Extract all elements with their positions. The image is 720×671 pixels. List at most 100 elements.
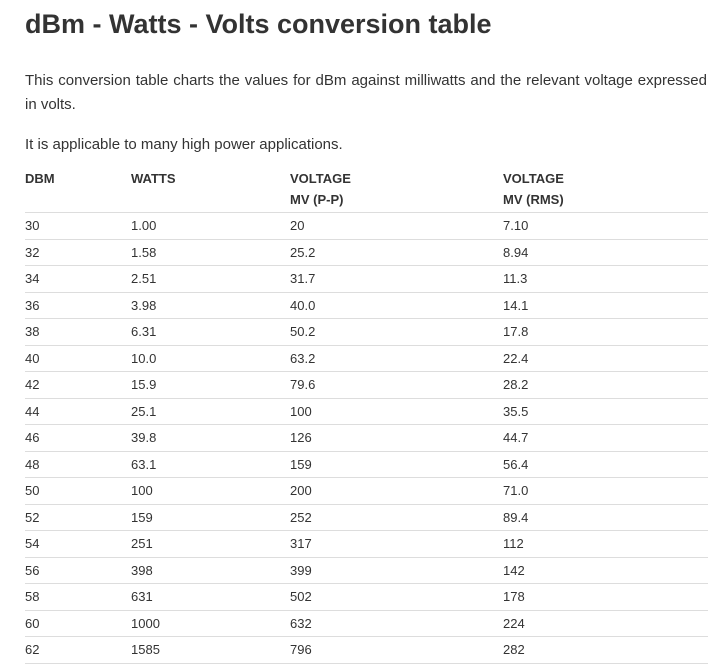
watts-cell: 3.98 <box>131 292 290 319</box>
table-row: 32 1.58 25.2 8.94 <box>25 239 708 266</box>
dbm-cell: 44 <box>25 398 131 425</box>
table-row: 52 159 252 89.4 <box>25 504 708 531</box>
table-row: 60 1000 632 224 <box>25 610 708 637</box>
voltage-rms-cell: 8.94 <box>503 239 708 266</box>
table-row: 58 631 502 178 <box>25 583 708 611</box>
voltage-pp-cell: 50.2 <box>290 318 503 346</box>
voltage-rms-cell: 178 <box>503 583 708 611</box>
voltage-pp-cell: 632 <box>290 610 503 637</box>
voltage-pp-cell: 40.0 <box>290 292 503 319</box>
table-row: 38 6.31 50.2 17.8 <box>25 318 708 346</box>
voltage-rms-cell: 112 <box>503 530 708 558</box>
table-row: 30 1.00 20 7.10 <box>25 212 708 240</box>
dbm-cell: 56 <box>25 557 131 584</box>
watts-cell: 6.31 <box>131 318 290 346</box>
dbm-cell: 52 <box>25 504 131 531</box>
table-row: 62 1585 796 282 <box>25 636 708 664</box>
watts-cell: 63.1 <box>131 451 290 478</box>
voltage-pp-cell: 502 <box>290 583 503 611</box>
watts-cell: 100 <box>131 477 290 505</box>
voltage-pp-cell: 100 <box>290 398 503 425</box>
voltage-pp-cell: 63.2 <box>290 345 503 372</box>
dbm-cell: 32 <box>25 239 131 266</box>
voltage-rms-cell: 142 <box>503 557 708 584</box>
applicability-paragraph: It is applicable to many high power appl… <box>25 136 343 153</box>
header-dbm-line1: DBM <box>25 171 55 186</box>
header-watts: WATTS <box>131 168 290 213</box>
table-row: 40 10.0 63.2 22.4 <box>25 345 708 372</box>
voltage-rms-cell: 7.10 <box>503 212 708 240</box>
table-row: 46 39.8 126 44.7 <box>25 424 708 452</box>
table-row: 36 3.98 40.0 14.1 <box>25 292 708 319</box>
watts-cell: 1.00 <box>131 212 290 240</box>
voltage-pp-cell: 20 <box>290 212 503 240</box>
intro-paragraph: This conversion table charts the values … <box>25 72 707 113</box>
voltage-rms-cell: 14.1 <box>503 292 708 319</box>
voltage-pp-cell: 79.6 <box>290 371 503 399</box>
header-voltage-rms-line1: VOLTAGE <box>503 171 564 186</box>
dbm-cell: 36 <box>25 292 131 319</box>
header-voltage-pp: VOLTAGE MV (P-P) <box>290 168 503 213</box>
voltage-pp-cell: 317 <box>290 530 503 558</box>
dbm-cell: 58 <box>25 583 131 611</box>
watts-cell: 2.51 <box>131 265 290 293</box>
dbm-cell: 62 <box>25 636 131 664</box>
dbm-cell: 40 <box>25 345 131 372</box>
header-dbm: DBM <box>25 168 131 213</box>
header-watts-line1: WATTS <box>131 171 176 186</box>
table-row: 50 100 200 71.0 <box>25 477 708 505</box>
voltage-rms-cell: 44.7 <box>503 424 708 452</box>
voltage-rms-cell: 11.3 <box>503 265 708 293</box>
watts-cell: 39.8 <box>131 424 290 452</box>
watts-cell: 10.0 <box>131 345 290 372</box>
voltage-pp-cell: 399 <box>290 557 503 584</box>
dbm-cell: 48 <box>25 451 131 478</box>
voltage-rms-cell: 28.2 <box>503 371 708 399</box>
voltage-rms-cell: 56.4 <box>503 451 708 478</box>
voltage-rms-cell: 35.5 <box>503 398 708 425</box>
dbm-cell: 60 <box>25 610 131 637</box>
table-row: 54 251 317 112 <box>25 530 708 558</box>
header-voltage-rms-line2: MV (RMS) <box>503 192 564 207</box>
dbm-cell: 30 <box>25 212 131 240</box>
dbm-cell: 46 <box>25 424 131 452</box>
voltage-pp-cell: 200 <box>290 477 503 505</box>
voltage-rms-cell: 282 <box>503 636 708 664</box>
watts-cell: 15.9 <box>131 371 290 399</box>
watts-cell: 251 <box>131 530 290 558</box>
voltage-pp-cell: 159 <box>290 451 503 478</box>
voltage-pp-cell: 126 <box>290 424 503 452</box>
conversion-table: DBM WATTS VOLTAGE MV (P-P) VOLTAGE MV (R… <box>25 168 708 664</box>
table-row: 34 2.51 31.7 11.3 <box>25 265 708 293</box>
table-row: 48 63.1 159 56.4 <box>25 451 708 478</box>
voltage-pp-cell: 252 <box>290 504 503 531</box>
dbm-cell: 38 <box>25 318 131 346</box>
table-header-row: DBM WATTS VOLTAGE MV (P-P) VOLTAGE MV (R… <box>25 168 708 213</box>
table-row: 44 25.1 100 35.5 <box>25 398 708 425</box>
table-row: 42 15.9 79.6 28.2 <box>25 371 708 399</box>
watts-cell: 398 <box>131 557 290 584</box>
page-title: dBm - Watts - Volts conversion table <box>25 9 492 39</box>
voltage-pp-cell: 25.2 <box>290 239 503 266</box>
voltage-rms-cell: 224 <box>503 610 708 637</box>
voltage-rms-cell: 22.4 <box>503 345 708 372</box>
watts-cell: 1.58 <box>131 239 290 266</box>
header-voltage-pp-line1: VOLTAGE <box>290 171 351 186</box>
voltage-rms-cell: 17.8 <box>503 318 708 346</box>
voltage-rms-cell: 89.4 <box>503 504 708 531</box>
watts-cell: 1000 <box>131 610 290 637</box>
watts-cell: 631 <box>131 583 290 611</box>
table-row: 56 398 399 142 <box>25 557 708 584</box>
header-voltage-rms: VOLTAGE MV (RMS) <box>503 168 708 213</box>
table-body: 30 1.00 20 7.10 32 1.58 25.2 8.94 34 2.51 31.7 11.3… <box>25 212 708 664</box>
voltage-pp-cell: 796 <box>290 636 503 664</box>
voltage-rms-cell: 71.0 <box>503 477 708 505</box>
watts-cell: 1585 <box>131 636 290 664</box>
header-voltage-pp-line2: MV (P-P) <box>290 192 344 207</box>
voltage-pp-cell: 31.7 <box>290 265 503 293</box>
dbm-cell: 50 <box>25 477 131 505</box>
dbm-cell: 42 <box>25 371 131 399</box>
watts-cell: 159 <box>131 504 290 531</box>
watts-cell: 25.1 <box>131 398 290 425</box>
